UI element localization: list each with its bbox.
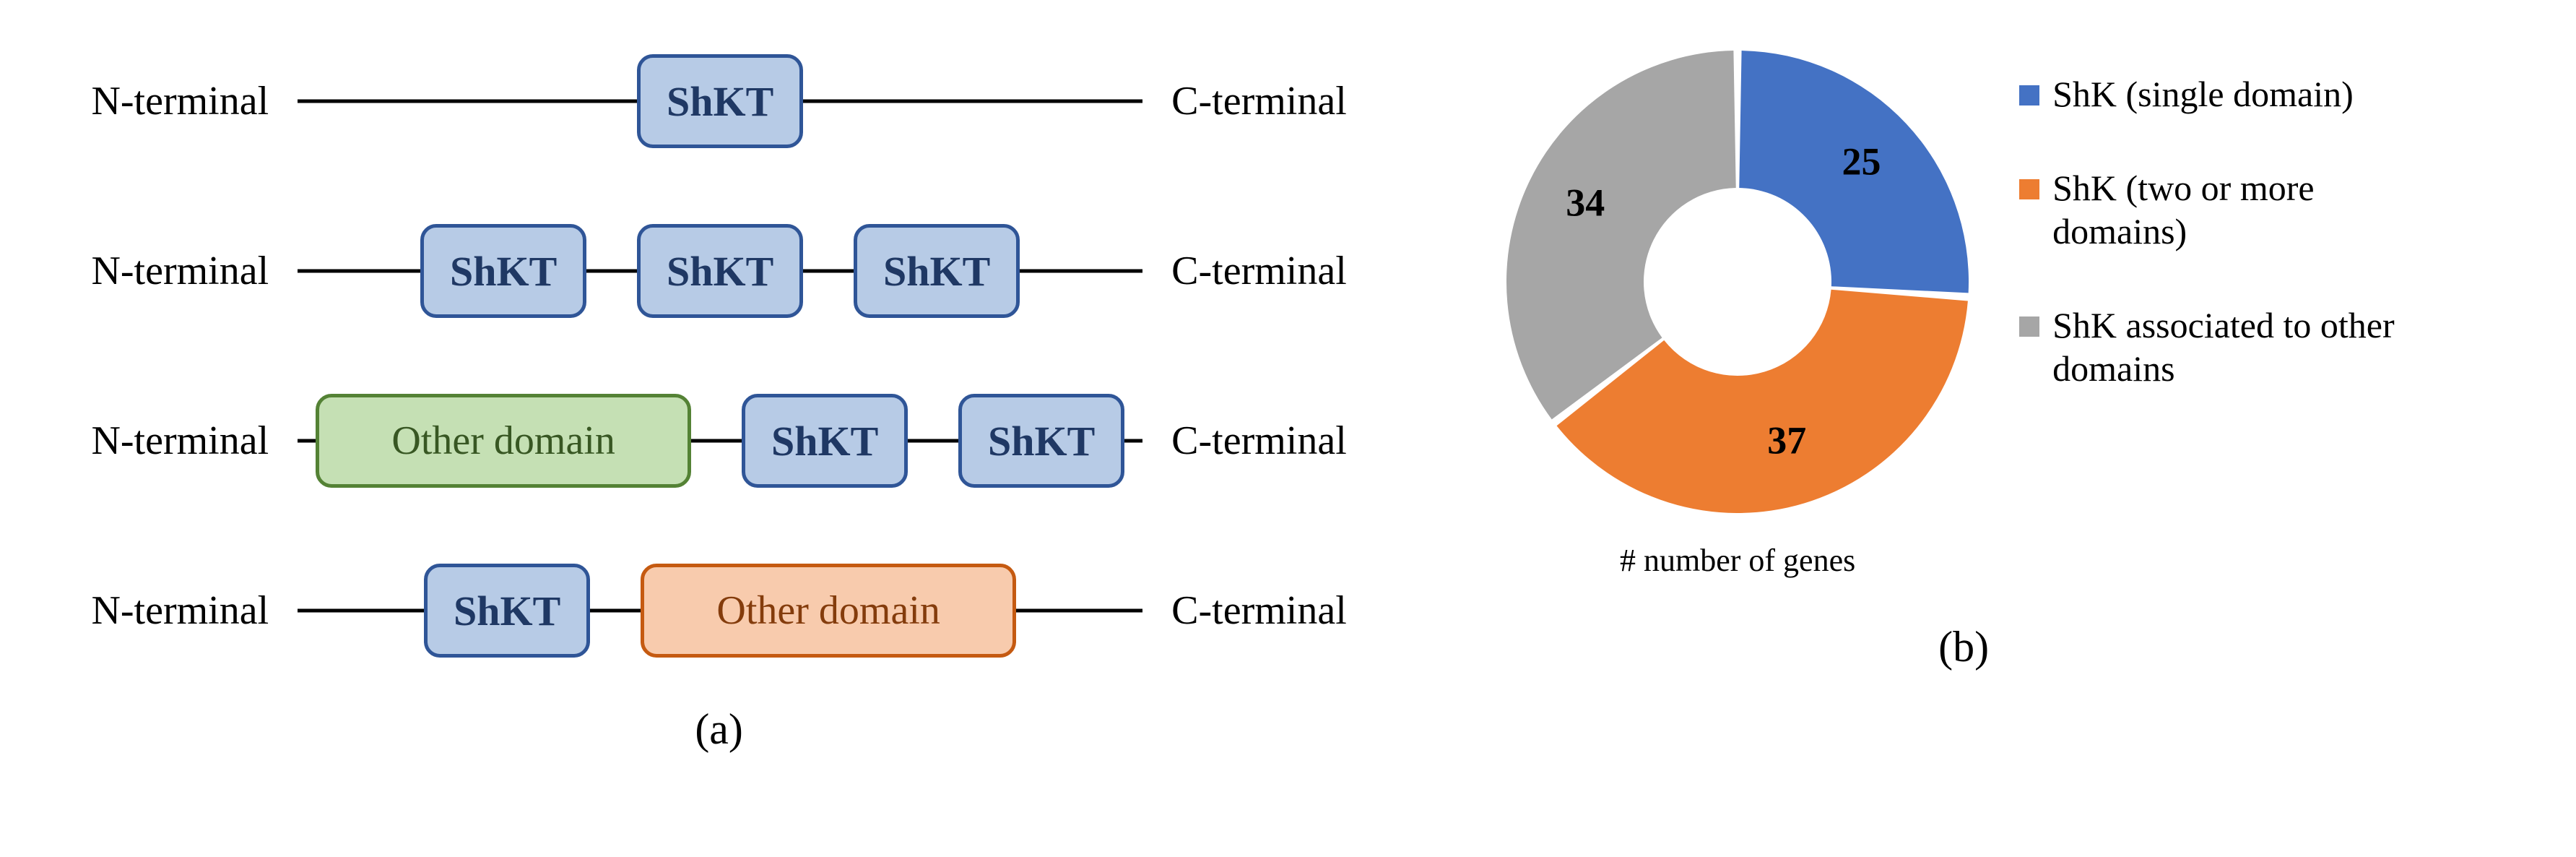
n-terminal-label: N-terminal — [91, 587, 269, 634]
legend-label: ShK (single domain) — [2052, 72, 2354, 116]
panel-a-label: (a) — [695, 705, 743, 754]
domain-group: ShKT ShKT ShKT — [298, 224, 1142, 318]
legend-swatch — [2019, 316, 2039, 337]
shkt-domain-box: ShKT — [742, 394, 908, 488]
donut-slice-value: 37 — [1767, 418, 1806, 462]
c-terminal-label: C-terminal — [1171, 248, 1347, 294]
diagram-row: N-terminal Other domain ShKT ShKT C-terminal — [91, 390, 1346, 491]
diagram-row: N-terminal ShKT Other domain C-terminal — [91, 560, 1346, 661]
shkt-domain-box: ShKT — [637, 54, 803, 148]
donut-legend: ShK (single domain) ShK (two or more doma… — [2019, 43, 2428, 390]
shkt-domain-box: ShKT — [958, 394, 1124, 488]
legend-label: ShK associated to other domains — [2052, 303, 2428, 390]
domain-group: ShKT — [298, 54, 1142, 148]
c-terminal-label: C-terminal — [1171, 587, 1347, 634]
other-domain-box: Other domain — [641, 564, 1016, 658]
legend-label: ShK (two or more domains) — [2052, 166, 2428, 253]
c-terminal-label: C-terminal — [1171, 418, 1347, 464]
domain-diagram: N-terminalShKTC-terminalN-terminalShKTSh… — [91, 29, 1346, 661]
shkt-domain-box: ShKT — [424, 564, 590, 658]
legend-swatch — [2019, 85, 2039, 105]
donut-chart: 25 37 34 — [1499, 43, 1976, 520]
diagram-row: N-terminal ShKT ShKT ShKT C-terminal — [91, 220, 1346, 322]
shkt-domain-box: ShKT — [854, 224, 1020, 318]
c-terminal-label: C-terminal — [1171, 78, 1347, 124]
legend-swatch — [2019, 179, 2039, 199]
donut-slice-value: 34 — [1566, 181, 1605, 224]
figure: N-terminalShKTC-terminalN-terminalShKTSh… — [0, 0, 2576, 857]
donut-caption: # number of genes — [1620, 542, 1855, 579]
protein-track: ShKT Other domain — [298, 560, 1142, 661]
legend-item: ShK associated to other domains — [2019, 303, 2428, 390]
panel-b: 25 37 34 # number of genes ShK (single dom… — [1395, 29, 2533, 672]
protein-track: Other domain ShKT ShKT — [298, 390, 1142, 491]
legend-item: ShK (single domain) — [2019, 72, 2428, 116]
domain-group: Other domain ShKT ShKT — [298, 394, 1142, 488]
n-terminal-label: N-terminal — [91, 78, 269, 124]
other-domain-box: Other domain — [316, 394, 691, 488]
diagram-row: N-terminal ShKT C-terminal — [91, 51, 1346, 152]
donut-slice-value: 25 — [1842, 140, 1881, 184]
n-terminal-label: N-terminal — [91, 418, 269, 464]
shkt-domain-box: ShKT — [637, 224, 803, 318]
panel-b-label: (b) — [1938, 622, 1989, 672]
panel-a: N-terminalShKTC-terminalN-terminalShKTSh… — [43, 29, 1395, 754]
domain-group: ShKT Other domain — [298, 564, 1142, 658]
legend-item: ShK (two or more domains) — [2019, 166, 2428, 253]
shkt-domain-box: ShKT — [420, 224, 586, 318]
protein-track: ShKT — [298, 51, 1142, 152]
donut-with-legend: 25 37 34 # number of genes ShK (single dom… — [1499, 29, 2428, 579]
donut-slice — [1506, 51, 1736, 419]
protein-track: ShKT ShKT ShKT — [298, 220, 1142, 322]
n-terminal-label: N-terminal — [91, 248, 269, 294]
